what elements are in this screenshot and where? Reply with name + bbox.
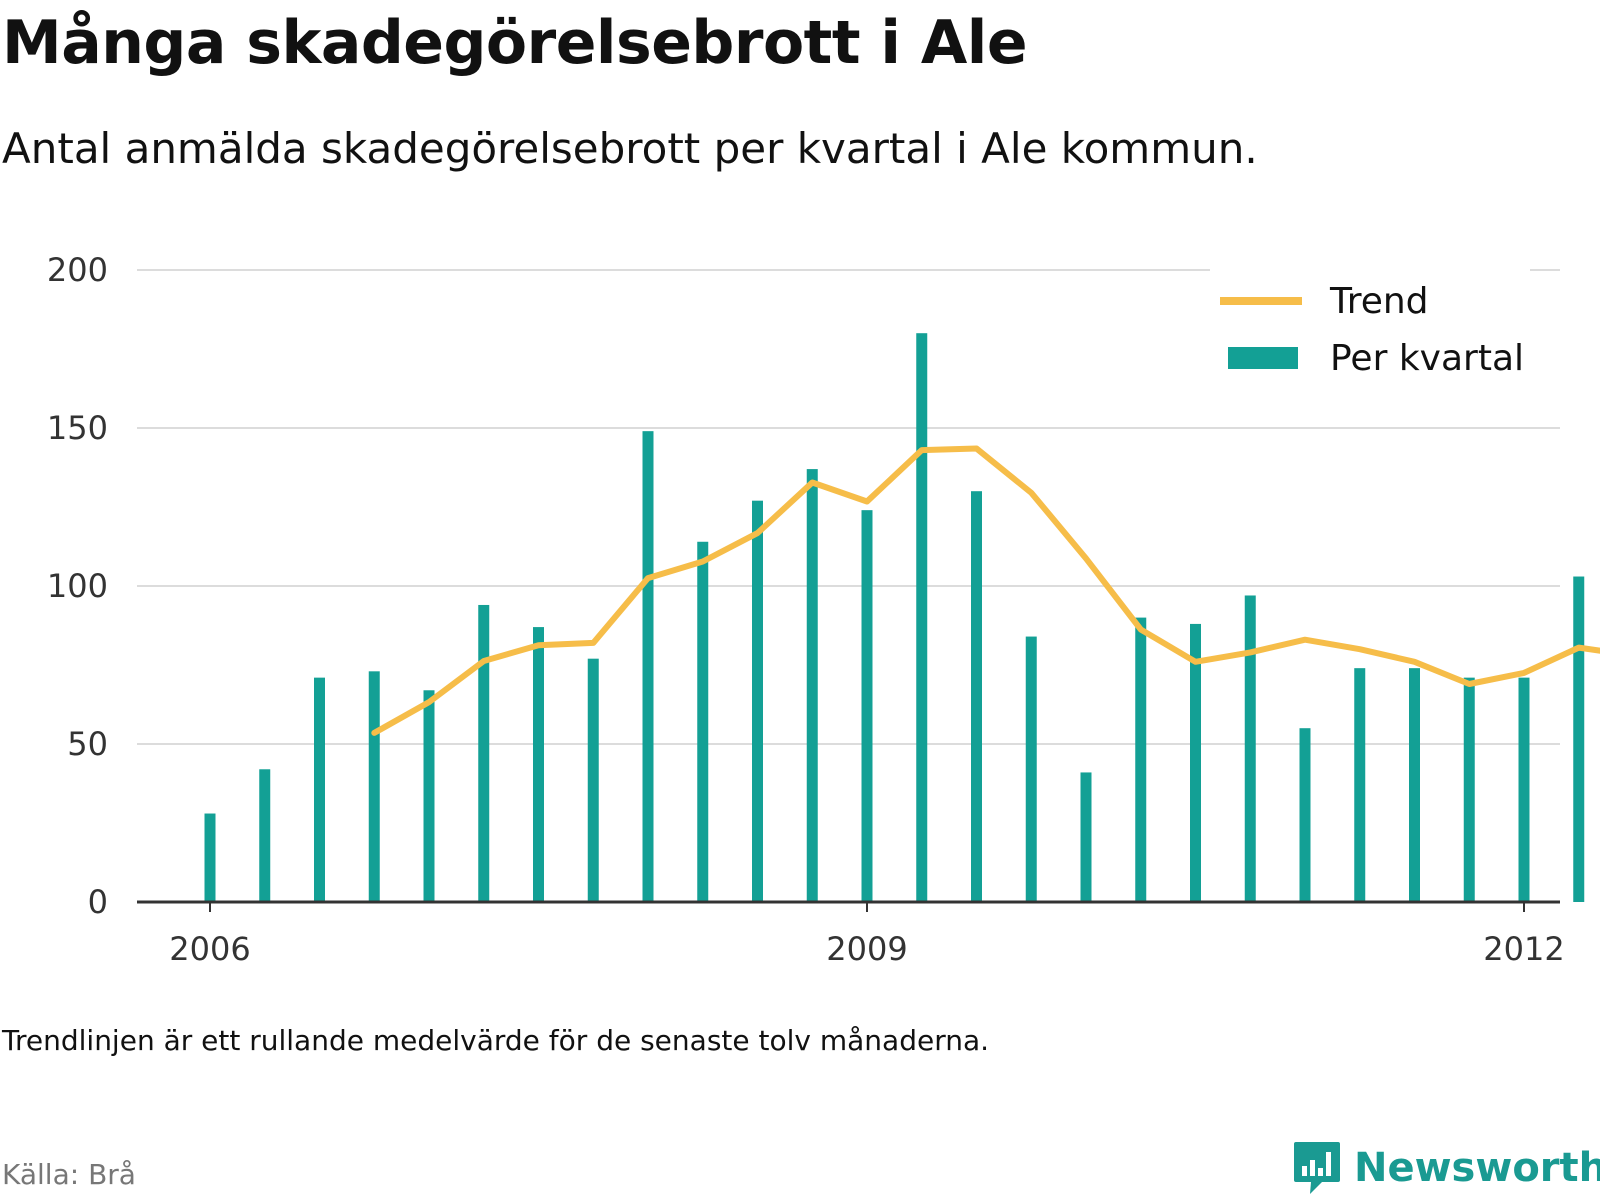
bar [752, 500, 763, 902]
bar [1025, 636, 1037, 902]
legend: Trend Per kvartal [1210, 268, 1530, 388]
bar [806, 469, 818, 902]
source-credit: Källa: Brå [2, 1158, 136, 1191]
bar [478, 604, 490, 902]
bar [1190, 623, 1201, 902]
y-tick-label: 100 [47, 567, 108, 605]
y-tick-label: 0 [88, 883, 108, 921]
chart-subtitle: Antal anmälda skadegörelsebrott per kvar… [2, 124, 1258, 173]
x-tick-label: 2009 [826, 930, 907, 968]
bar [697, 541, 709, 902]
bar [1354, 668, 1366, 902]
bar-series-per-kvartal [204, 333, 1585, 902]
bar [1518, 677, 1530, 902]
y-axis-ticks: 0 50 100 150 200 [47, 251, 108, 921]
legend-per-kvartal-swatch [1228, 347, 1298, 369]
bar [916, 333, 928, 902]
brand-logo: Newsworthy [1292, 1140, 1600, 1196]
legend-trend-label: Trend [1329, 281, 1429, 322]
newsworthy-logo-icon [1294, 1142, 1340, 1194]
legend-per-kvartal-label: Per kvartal [1330, 338, 1524, 379]
bar [204, 813, 216, 902]
bar [1463, 677, 1475, 902]
bar [1244, 595, 1256, 902]
y-tick-label: 50 [67, 725, 108, 763]
bar [368, 671, 380, 902]
bar [1299, 728, 1311, 902]
brand-name: Newsworthy [1354, 1145, 1600, 1191]
bar [861, 510, 873, 902]
chart-title: Många skadegörelsebrott i Ale [2, 8, 1028, 78]
bar [971, 491, 982, 902]
x-axis: 2006200920122015201820212023 [137, 900, 1565, 968]
y-tick-label: 150 [47, 409, 108, 447]
bar [1573, 576, 1585, 902]
bar [642, 431, 654, 902]
bar [1080, 772, 1092, 902]
x-tick-label: 2006 [169, 930, 250, 968]
bar [314, 677, 325, 902]
footnote: Trendlinjen är ett rullande medelvärde f… [2, 1024, 990, 1057]
y-tick-label: 200 [47, 251, 108, 289]
bar [259, 769, 271, 902]
bar [1135, 617, 1147, 902]
bar [587, 658, 599, 902]
bar [533, 627, 544, 902]
bar [1409, 668, 1420, 902]
bar [423, 690, 435, 902]
trend-line [371, 445, 1600, 736]
x-tick-label: 2012 [1483, 930, 1564, 968]
trend-series [371, 445, 1600, 736]
